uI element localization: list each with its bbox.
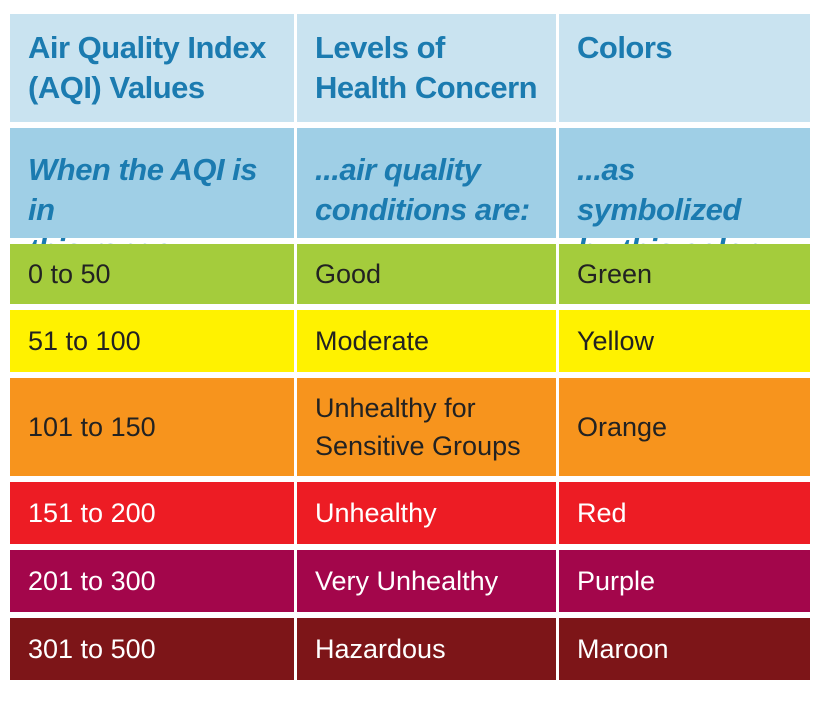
range-text: 51 to 100 <box>28 326 141 356</box>
subheader-conditions: ...air quality conditions are: <box>297 128 559 244</box>
header-health-concern-line1: Levels of <box>315 30 445 65</box>
range-text: 101 to 150 <box>28 412 156 442</box>
color-name-text: Red <box>577 498 627 528</box>
concern-text: Unhealthy <box>315 498 437 528</box>
row-good-concern: Good <box>297 244 559 310</box>
subheader-range-line1: When the AQI is in <box>28 152 258 227</box>
row-moderate-concern: Moderate <box>297 310 559 378</box>
row-hazardous-concern: Hazardous <box>297 618 559 686</box>
row-usg-color: Orange <box>559 378 810 482</box>
row-unhealthy-color: Red <box>559 482 810 550</box>
header-colors-line1: Colors <box>577 30 673 65</box>
subheader-color-line1: ...as symbolized <box>577 152 741 227</box>
color-name-text: Green <box>577 259 653 289</box>
concern-text-line2: Sensitive Groups <box>315 431 521 461</box>
row-very-unhealthy-color: Purple <box>559 550 810 618</box>
color-name-text: Purple <box>577 566 656 596</box>
row-usg-range: 101 to 150 <box>10 378 297 482</box>
subheader-color: ...as symbolizedby this color: <box>559 128 810 267</box>
row-moderate-color: Yellow <box>559 310 810 378</box>
subheader-conditions-line2: conditions are: <box>315 192 530 227</box>
subheader-range: When the AQI is inthis range: <box>10 128 297 267</box>
header-aqi-values-line2: (AQI) Values <box>28 70 205 105</box>
range-text: 201 to 300 <box>28 566 156 596</box>
row-usg-concern: Unhealthy for Sensitive Groups <box>297 378 559 482</box>
row-unhealthy-concern: Unhealthy <box>297 482 559 550</box>
color-name-text: Maroon <box>577 634 669 664</box>
concern-text: Very Unhealthy <box>315 566 499 596</box>
color-name-text: Yellow <box>577 326 655 356</box>
header-health-concern-line2: Health Concern <box>315 70 538 105</box>
concern-text-line1: Unhealthy for <box>315 393 476 423</box>
range-text: 0 to 50 <box>28 259 111 289</box>
row-very-unhealthy-range: 201 to 300 <box>10 550 297 618</box>
row-good-color: Green <box>559 244 810 310</box>
header-aqi-values-line1: Air Quality Index <box>28 30 266 65</box>
range-text: 301 to 500 <box>28 634 156 664</box>
header-colors: Colors <box>559 14 810 128</box>
row-hazardous-color: Maroon <box>559 618 810 686</box>
header-health-concern: Levels of Health Concern <box>297 14 559 128</box>
header-aqi-values: Air Quality Index (AQI) Values <box>10 14 297 128</box>
row-moderate-range: 51 to 100 <box>10 310 297 378</box>
subheader-conditions-line1: ...air quality <box>315 152 481 187</box>
row-good-range: 0 to 50 <box>10 244 297 310</box>
concern-text: Moderate <box>315 326 430 356</box>
row-very-unhealthy-concern: Very Unhealthy <box>297 550 559 618</box>
range-text: 151 to 200 <box>28 498 156 528</box>
concern-text: Hazardous <box>315 634 446 664</box>
row-unhealthy-range: 151 to 200 <box>10 482 297 550</box>
aqi-table: Air Quality Index (AQI) Values Levels of H… <box>10 14 810 686</box>
row-hazardous-range: 301 to 500 <box>10 618 297 686</box>
concern-text: Good <box>315 259 382 289</box>
color-name-text: Orange <box>577 412 668 442</box>
